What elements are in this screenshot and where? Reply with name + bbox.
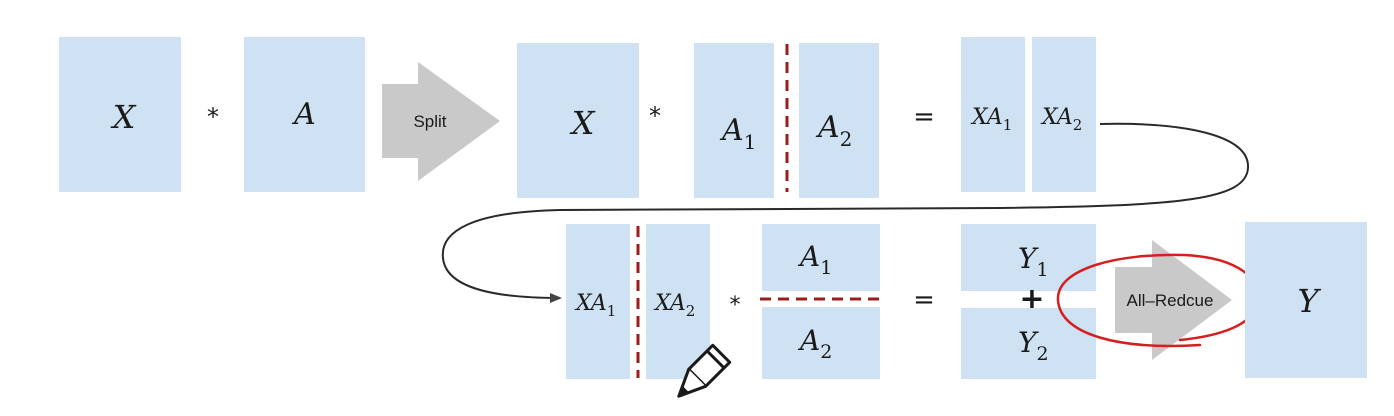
partial-y2-label: Y2 xyxy=(1018,326,1049,365)
equals-operator-2: = xyxy=(913,102,935,132)
multiply-operator: * xyxy=(207,103,219,131)
flow-connector xyxy=(441,122,1250,303)
matrix-a1-label: A1 xyxy=(719,113,756,154)
output-y-box xyxy=(1245,222,1367,378)
multiply-operator-2: * xyxy=(649,102,661,130)
matrix-xa1-box xyxy=(566,224,630,379)
allreduce-arrow-label: All–Redcue xyxy=(1127,291,1214,310)
matrix-a1-box xyxy=(694,43,774,198)
matrix-a2-row-box xyxy=(762,307,880,379)
result-xa1-label: XA1 xyxy=(970,105,1012,134)
partial-y1-box xyxy=(961,224,1096,291)
result-xa2-label: XA2 xyxy=(1040,105,1082,134)
split-arrow-label: Split xyxy=(413,112,446,131)
matrix-a1-row-box xyxy=(762,224,880,291)
result-xa1-box xyxy=(961,37,1025,192)
matrix-a2-row-label: A2 xyxy=(797,324,832,363)
result-xa2-box xyxy=(1032,37,1096,192)
matrix-xa2-label: XA2 xyxy=(653,291,695,320)
allreduce-arrow xyxy=(1115,240,1232,360)
matrix-x-box xyxy=(59,37,181,192)
output-y-label: Y xyxy=(1297,282,1321,320)
matrix-x-box-2 xyxy=(517,43,639,198)
partial-y1-label: Y1 xyxy=(1018,242,1049,281)
matrix-a2-label: A2 xyxy=(815,110,852,151)
matrix-x-label: X xyxy=(110,98,137,136)
matrix-a-box xyxy=(244,37,365,192)
split-arrow xyxy=(382,62,500,181)
matrix-x-label-2: X xyxy=(569,104,596,142)
equals-operator-3: = xyxy=(913,285,935,315)
pencil-icon xyxy=(677,343,732,398)
matrix-a2-box xyxy=(799,43,879,198)
matrix-a-label: A xyxy=(291,97,316,132)
matrix-xa2-box xyxy=(646,224,710,379)
multiply-operator-3: * xyxy=(730,293,741,318)
matrix-xa1-label: XA1 xyxy=(574,291,616,320)
partial-y2-box xyxy=(961,308,1096,379)
matrix-a1-row-label: A1 xyxy=(797,240,832,279)
